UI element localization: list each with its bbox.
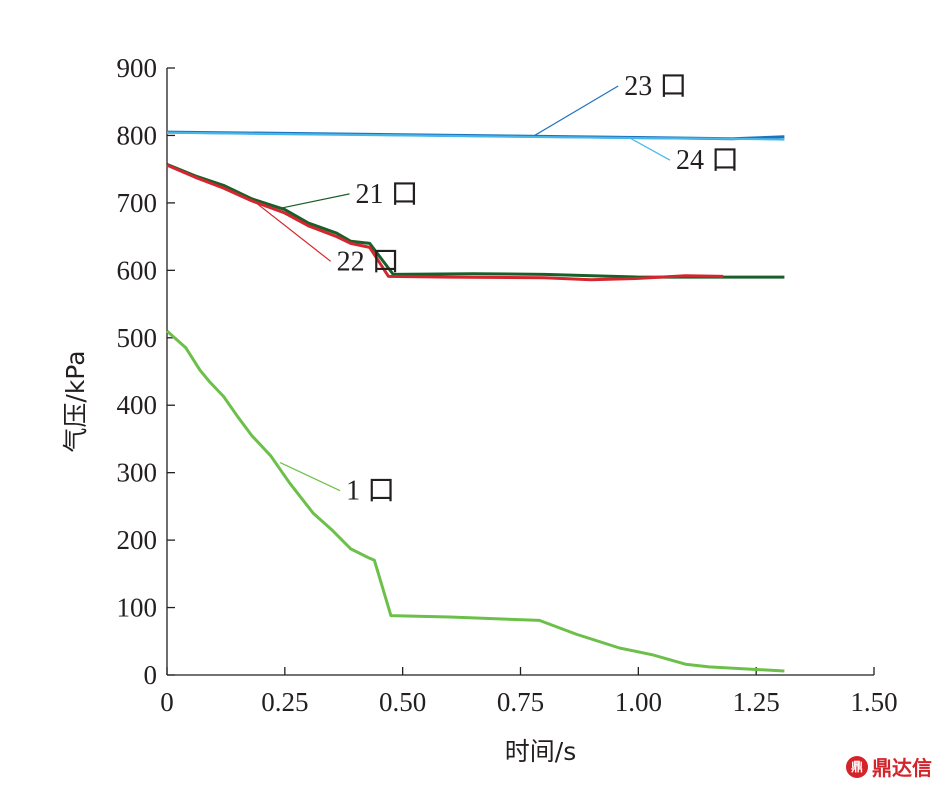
x-tick-label: 1.50 [850, 687, 897, 717]
annotation-label-2: 21 口 [356, 177, 419, 210]
y-tick-label: 600 [117, 255, 158, 285]
series-line-2 [166, 163, 785, 279]
annotation-leader-4 [279, 462, 341, 492]
x-tick-label: 0 [160, 687, 174, 717]
series-line-1 [166, 131, 785, 141]
y-tick-label: 500 [117, 323, 158, 353]
y-tick-label: 700 [117, 188, 158, 218]
watermark-text: 鼎达信 [872, 756, 932, 780]
annotation-leader-0 [534, 85, 619, 136]
x-tick-label: 1.25 [733, 687, 780, 717]
y-tick-label: 900 [117, 53, 158, 83]
y-tick-label: 300 [117, 458, 158, 488]
y-tick-label: 800 [117, 120, 158, 150]
annotation-leader-2 [279, 193, 350, 209]
watermark: 鼎 鼎达信 [846, 752, 932, 781]
y-tick-label: 0 [144, 660, 158, 690]
watermark-logo-icon: 鼎 [846, 755, 868, 778]
x-tick-label: 0.25 [261, 687, 308, 717]
series-line-4 [166, 329, 785, 673]
annotation-leader-3 [251, 199, 332, 262]
y-tick-label: 400 [117, 390, 158, 420]
x-axis-title: 时间/s [505, 737, 576, 766]
x-tick-label: 0.50 [379, 687, 426, 717]
annotation-label-4: 1 口 [346, 474, 395, 507]
annotation-leader-1 [628, 136, 671, 161]
y-axis-title: 气压/kPa [61, 350, 90, 452]
annotation-label-3: 22 口 [337, 244, 400, 277]
series-layer [166, 130, 785, 673]
annotation-layer: 23 口 24 口 21 口 22 口 1 口 [251, 69, 739, 507]
y-tick-label: 200 [117, 525, 158, 555]
x-tick-label: 0.75 [497, 687, 544, 717]
x-tick-label: 1.00 [615, 687, 662, 717]
y-tick-label: 100 [117, 593, 158, 623]
series-line-3 [166, 163, 724, 282]
annotation-label-0: 23 口 [624, 69, 687, 102]
annotation-label-1: 24 口 [676, 143, 739, 176]
axes: 0 100 200 300 400 500 600 700 800 900 0 0.25 0.50 0.7… [117, 53, 898, 717]
